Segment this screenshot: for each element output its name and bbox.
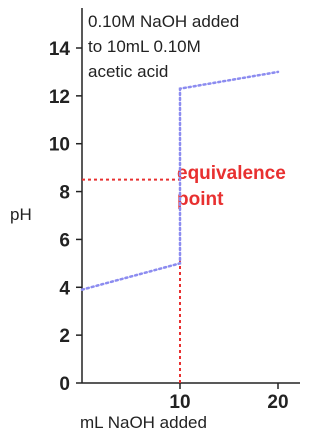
chart-title-line-1: 0.10M NaOH added: [88, 12, 239, 31]
y-axis-label: pH: [10, 205, 32, 224]
x-axis-label: mL NaOH added: [80, 413, 207, 432]
y-tick-label: 12: [49, 87, 70, 108]
titration-curve-line: [80, 70, 280, 291]
y-tick-label: 4: [59, 278, 70, 299]
chart-title-line-3: acetic acid: [88, 62, 168, 81]
y-tick-label: 6: [59, 230, 70, 251]
y-tick-label: 14: [49, 39, 71, 60]
annotation-line-2: point: [177, 189, 224, 210]
x-tick-label: 20: [267, 392, 288, 413]
y-tick-label: 8: [59, 183, 70, 204]
y-tick-label: 2: [59, 326, 70, 347]
y-tick-label: 10: [49, 135, 70, 156]
x-tick-label: 10: [169, 392, 190, 413]
y-tick-label: 0: [59, 374, 70, 395]
chart-title-line-2: to 10mL 0.10M: [88, 37, 201, 56]
annotation-line-1: equivalence: [177, 163, 286, 184]
